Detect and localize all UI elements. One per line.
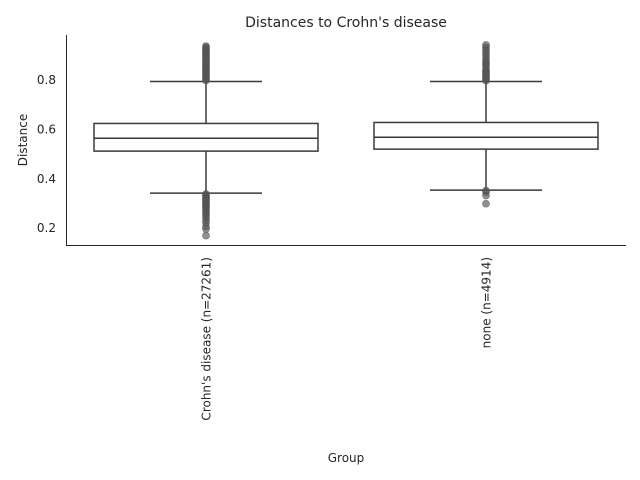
- y-axis-label: Distance: [16, 114, 30, 166]
- box-group: [373, 41, 599, 208]
- x-axis-ticks: Crohn's disease (n=27261) none (n=4914): [200, 257, 494, 421]
- box-group: [93, 42, 319, 240]
- box-iqr: [93, 122, 319, 152]
- x-tick-label: none (n=4914): [480, 257, 494, 348]
- x-axis-label: Group: [328, 451, 365, 465]
- plot-area: [93, 41, 599, 240]
- y-tick-label: 0.2: [37, 221, 56, 235]
- outlier-point: [482, 41, 490, 49]
- outlier-point: [482, 199, 490, 208]
- outlier-point: [202, 42, 210, 50]
- outlier-point: [482, 191, 490, 200]
- y-axis-ticks: 0.2 0.4 0.6 0.8: [37, 73, 56, 235]
- y-tick-label: 0.8: [37, 73, 56, 87]
- x-tick-label: Crohn's disease (n=27261): [200, 257, 214, 421]
- outlier-point: [202, 225, 210, 233]
- outlier-point: [202, 231, 210, 240]
- chart-title: Distances to Crohn's disease: [245, 15, 447, 31]
- y-tick-label: 0.6: [37, 122, 56, 136]
- box-iqr: [373, 121, 599, 150]
- y-tick-label: 0.4: [37, 172, 56, 186]
